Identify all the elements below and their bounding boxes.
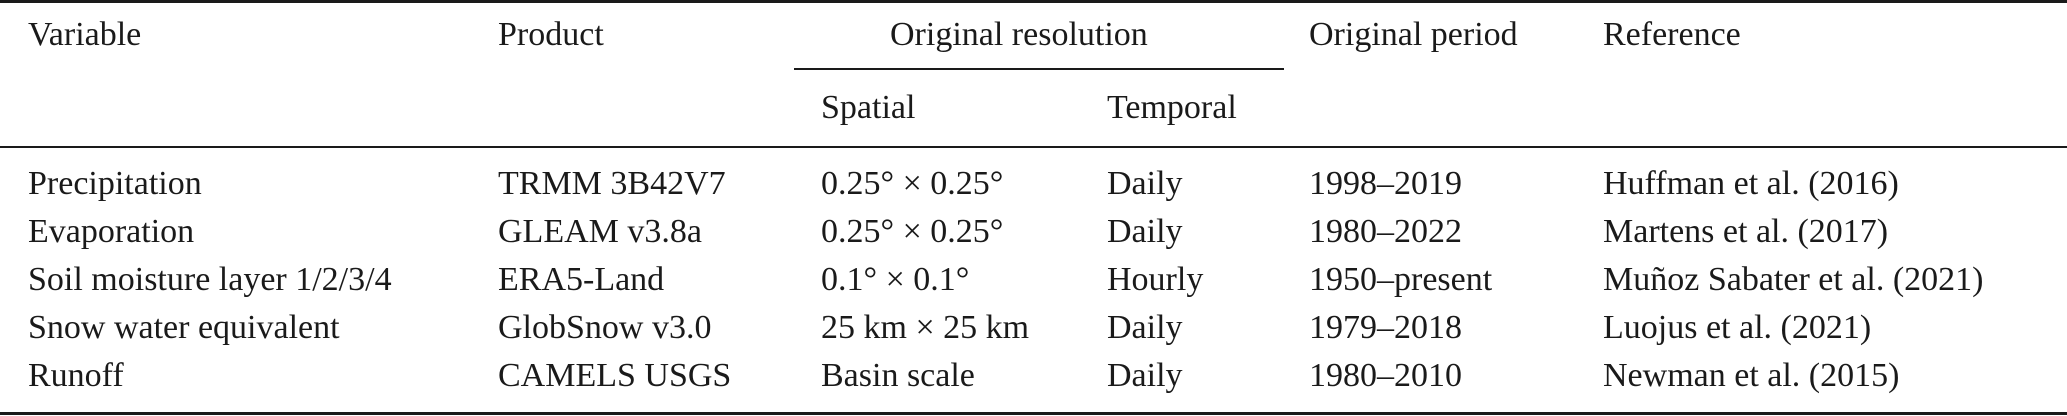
table-header-rule xyxy=(0,146,2067,148)
cell-spatial: 0.1° × 0.1° xyxy=(821,261,970,298)
cell-period: 1979–2018 xyxy=(1309,309,1462,346)
cell-reference: Huffman et al. (2016) xyxy=(1603,165,1899,202)
cell-spatial: 0.25° × 0.25° xyxy=(821,213,1004,250)
cell-variable: Precipitation xyxy=(28,165,202,202)
cell-temporal: Daily xyxy=(1107,165,1183,202)
cell-period: 1950–present xyxy=(1309,261,1493,298)
header-product: Product xyxy=(498,16,604,53)
cell-period: 1980–2022 xyxy=(1309,213,1462,250)
resolution-span-rule xyxy=(794,68,1284,70)
cell-spatial: Basin scale xyxy=(821,357,975,394)
cell-temporal: Hourly xyxy=(1107,261,1204,298)
header-temporal: Temporal xyxy=(1107,89,1237,126)
cell-product: CAMELS USGS xyxy=(498,357,732,394)
cell-variable: Soil moisture layer 1/2/3/4 xyxy=(28,261,392,298)
cell-variable: Runoff xyxy=(28,357,124,394)
header-original-period: Original period xyxy=(1309,16,1518,53)
header-spatial: Spatial xyxy=(821,89,916,126)
cell-variable: Snow water equivalent xyxy=(28,309,340,346)
cell-product: GlobSnow v3.0 xyxy=(498,309,712,346)
cell-variable: Evaporation xyxy=(28,213,195,250)
cell-reference: Newman et al. (2015) xyxy=(1603,357,1900,394)
table-bottom-rule xyxy=(0,412,2067,415)
cell-reference: Luojus et al. (2021) xyxy=(1603,309,1872,346)
table-top-rule xyxy=(0,0,2067,3)
cell-product: ERA5-Land xyxy=(498,261,665,298)
cell-reference: Martens et al. (2017) xyxy=(1603,213,1889,250)
cell-period: 1980–2010 xyxy=(1309,357,1462,394)
cell-temporal: Daily xyxy=(1107,357,1183,394)
cell-period: 1998–2019 xyxy=(1309,165,1462,202)
cell-temporal: Daily xyxy=(1107,213,1183,250)
header-original-resolution: Original resolution xyxy=(890,16,1148,53)
cell-spatial: 25 km × 25 km xyxy=(821,309,1030,346)
header-variable: Variable xyxy=(28,16,142,53)
cell-product: TRMM 3B42V7 xyxy=(498,165,726,202)
cell-product: GLEAM v3.8a xyxy=(498,213,702,250)
cell-temporal: Daily xyxy=(1107,309,1183,346)
header-reference: Reference xyxy=(1603,16,1741,53)
cell-spatial: 0.25° × 0.25° xyxy=(821,165,1004,202)
cell-reference: Muñoz Sabater et al. (2021) xyxy=(1603,261,1984,298)
